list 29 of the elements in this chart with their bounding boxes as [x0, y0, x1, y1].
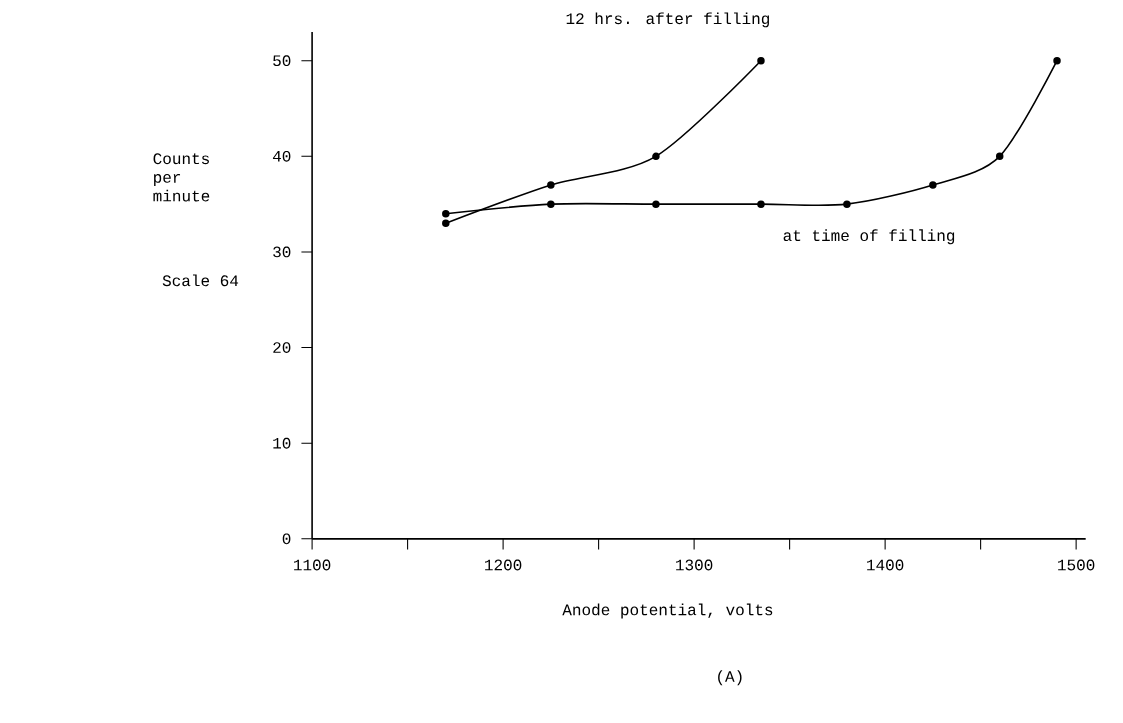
- point: [442, 210, 450, 218]
- y-tick-label: 20: [273, 342, 291, 354]
- x-axis-title: Anode potential, volts: [562, 603, 773, 619]
- x-tick-label: 1300: [676, 559, 713, 571]
- point: [757, 200, 765, 208]
- point: [442, 219, 450, 228]
- x-tick-label: 1200: [485, 559, 522, 571]
- point: [843, 200, 851, 208]
- x-tick-label: 1100: [294, 559, 331, 571]
- point: [757, 57, 765, 65]
- text: (A): [718, 670, 742, 686]
- y-tick-label: 40: [272, 150, 291, 162]
- x-tick-label: 1400: [867, 559, 904, 571]
- point: [929, 181, 937, 189]
- point: [547, 200, 555, 208]
- point: [1053, 57, 1061, 65]
- x-tick-label: 1500: [1058, 559, 1095, 571]
- y-axis-title: Counts per minute: [153, 153, 210, 202]
- y-tick-label: 30: [273, 246, 291, 258]
- series-label: 12 hrs. after filling: [566, 12, 769, 28]
- y-tick-label: 0: [282, 533, 291, 545]
- point: [652, 200, 660, 208]
- series-label: at time of filling: [783, 229, 955, 245]
- text: Scale 64: [162, 274, 239, 287]
- point: [547, 181, 555, 189]
- y-tick-label: 10: [273, 437, 291, 449]
- point: [995, 152, 1004, 161]
- y-tick-label: 50: [273, 55, 291, 67]
- point: [652, 152, 660, 161]
